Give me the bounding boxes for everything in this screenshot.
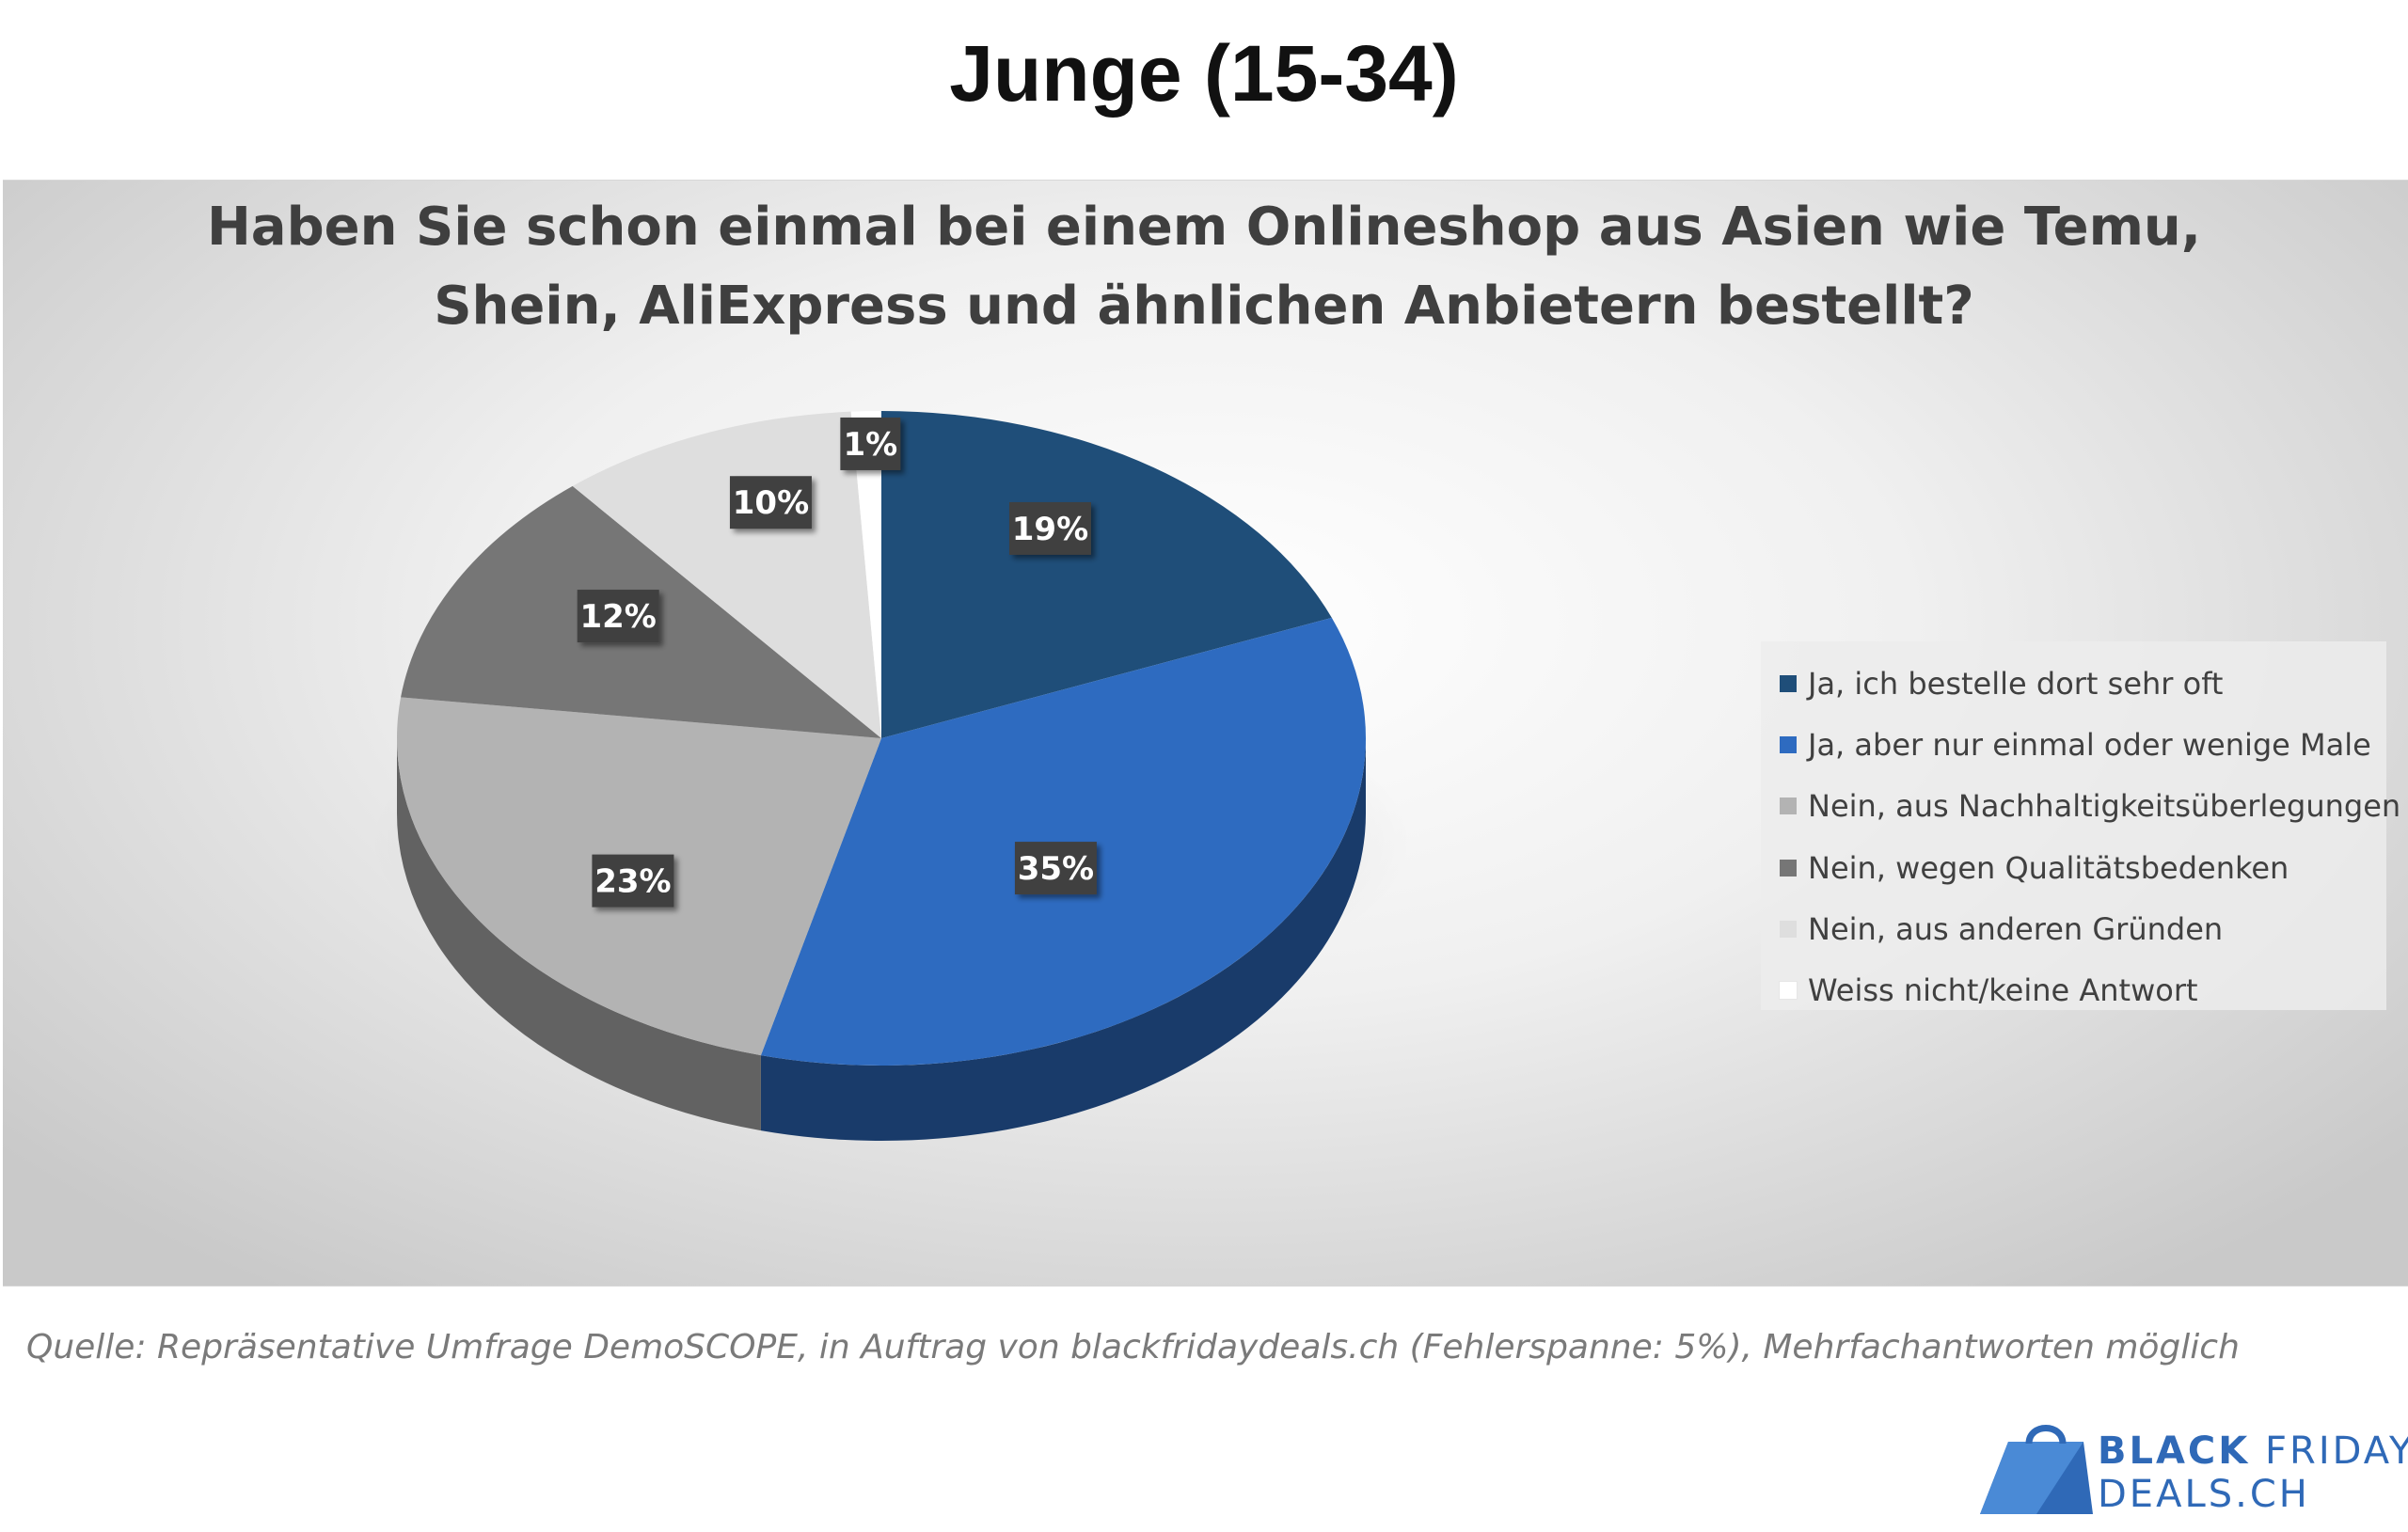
legend-item: Nein, aus Nachhaltigkeitsüberlegungen [1761, 776, 2400, 837]
data-label-box [1014, 842, 1097, 895]
legend-label: Ja, aber nur einmal oder wenige Male [1808, 726, 2371, 763]
pie-slice-side [397, 738, 761, 1131]
legend-label: Weiss nicht/keine Antwort [1808, 972, 2198, 1009]
pie-data-label: 19% [1008, 501, 1091, 555]
brand-line1-regular: FRIDAY [2265, 1429, 2408, 1473]
legend-item: Ja, ich bestelle dort sehr oft [1761, 653, 2386, 714]
data-label-text: 19% [1012, 511, 1088, 548]
pie-data-label: 1% [840, 417, 901, 470]
chart-title-line-1: Haben Sie schon einmal bei einem Onlines… [206, 197, 2202, 258]
legend-swatch [1779, 981, 1798, 1001]
legend-swatch [1780, 920, 1797, 938]
page-title: Junge (15-34) [949, 29, 1459, 118]
source-note: Quelle: Repräsentative Umfrage DemoSCOPE… [26, 1328, 2240, 1366]
legend-label: Nein, wegen Qualitätsbedenken [1808, 849, 2289, 886]
pie-data-label: 10% [729, 476, 812, 529]
legend-swatch [1780, 674, 1797, 692]
pie-data-label: 35% [1014, 842, 1097, 895]
shopping-bag-logo-icon [1980, 1425, 2093, 1514]
pie-slice [850, 411, 881, 738]
pie-slice-side [760, 738, 1366, 1141]
pie-data-label: 23% [592, 854, 674, 908]
chart-title-line-2: Shein, AliExpress und ähnlichen Anbieter… [434, 276, 1974, 337]
legend-label: Nein, aus Nachhaltigkeitsüberlegungen [1808, 788, 2401, 825]
legend-label: Nein, aus anderen Gründen [1808, 910, 2224, 947]
legend-item: Weiss nicht/keine Antwort [1761, 959, 2386, 1020]
legend-swatch [1780, 798, 1797, 815]
pie-slice [760, 617, 1366, 1066]
data-label-text: 23% [594, 863, 671, 901]
pie-data-label: 12% [577, 590, 659, 643]
data-label-text: 35% [1018, 850, 1094, 888]
chart-legend: Ja, ich bestelle dort sehr oft Ja, aber … [1761, 641, 2400, 1010]
brand-line1-bold: BLACK [2098, 1429, 2251, 1473]
legend-label: Ja, ich bestelle dort sehr oft [1808, 665, 2224, 702]
legend-swatch [1780, 859, 1797, 877]
brand-line2: DEALS.CH [2098, 1473, 2310, 1516]
data-label-text: 1% [843, 426, 897, 464]
legend-swatch [1780, 735, 1797, 753]
data-label-box [592, 854, 674, 908]
legend-item: Ja, aber nur einmal oder wenige Male [1761, 714, 2386, 775]
legend-item: Nein, wegen Qualitätsbedenken [1761, 837, 2386, 898]
pie-slice [881, 411, 1332, 738]
data-label-box [840, 417, 901, 470]
brand-wordmark: BLACK FRIDAY DEALS.CH [2098, 1429, 2408, 1516]
data-label-box [577, 590, 659, 643]
data-label-box [1008, 501, 1091, 555]
chart-title: Haben Sie schon einmal bei einem Onlines… [0, 188, 2408, 346]
legend-item: Nein, aus anderen Gründen [1761, 898, 2386, 959]
data-label-text: 10% [733, 484, 809, 522]
data-label-text: 12% [579, 598, 656, 636]
data-label-box [729, 476, 812, 529]
